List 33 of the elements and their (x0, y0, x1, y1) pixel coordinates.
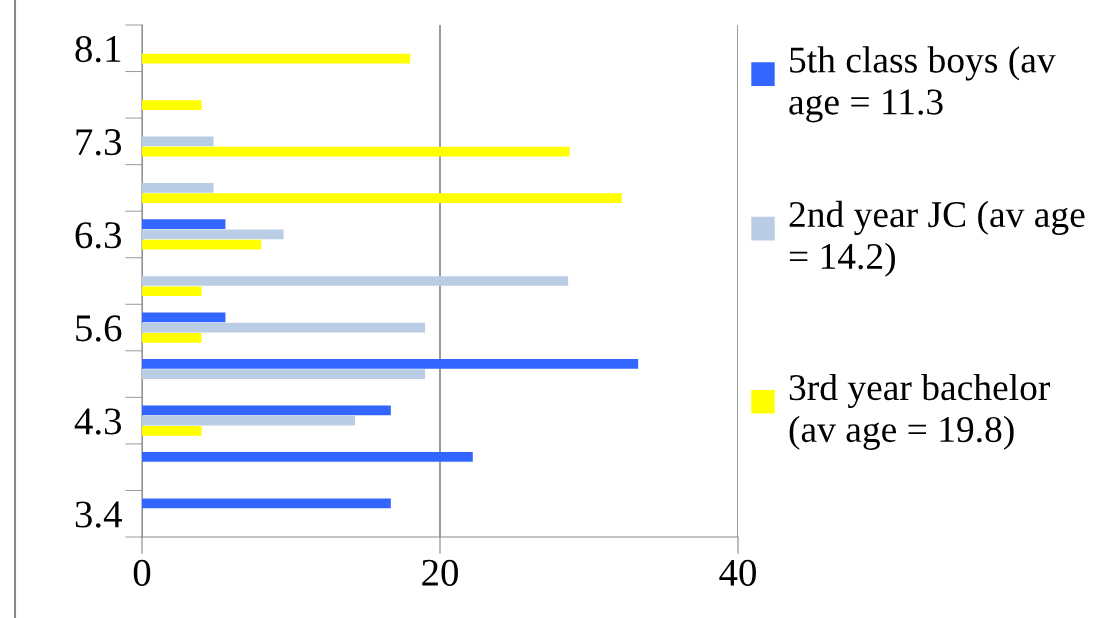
bar (142, 369, 426, 379)
bar (142, 100, 202, 110)
bar (142, 276, 569, 286)
x-tick-label: 0 (133, 559, 151, 586)
y-tick-label: 8.1 (75, 35, 121, 63)
bar (142, 312, 226, 323)
bar (142, 53, 411, 64)
bar (142, 405, 391, 416)
bar (142, 229, 284, 240)
bar (142, 193, 622, 204)
y-tick-label: 5.6 (76, 315, 122, 342)
legend-label: 5th class boys (av age = 11.3 (789, 46, 1056, 123)
legend-label: 2nd year JC (av age = 14.2) (789, 200, 1085, 277)
y-tick-label: 7.3 (76, 129, 122, 156)
bar (142, 183, 214, 193)
y-tick-label: 3.4 (75, 501, 122, 528)
bar (142, 426, 202, 436)
bar (142, 219, 226, 230)
bar (142, 358, 639, 369)
bar (142, 322, 426, 333)
bar (142, 498, 391, 509)
bar (142, 286, 202, 297)
legend-label: 3rd year bachelor (av age = 19.8) (789, 373, 1051, 450)
bar (142, 136, 214, 147)
bar (142, 239, 262, 250)
bar (142, 415, 356, 426)
x-tick-label: 40 (719, 559, 756, 586)
x-tick-label: 20 (422, 559, 458, 586)
bar (142, 332, 202, 343)
bar (142, 146, 570, 157)
y-tick-label: 6.3 (75, 222, 122, 249)
bar (142, 452, 473, 462)
y-tick-label: 4.3 (74, 408, 122, 435)
